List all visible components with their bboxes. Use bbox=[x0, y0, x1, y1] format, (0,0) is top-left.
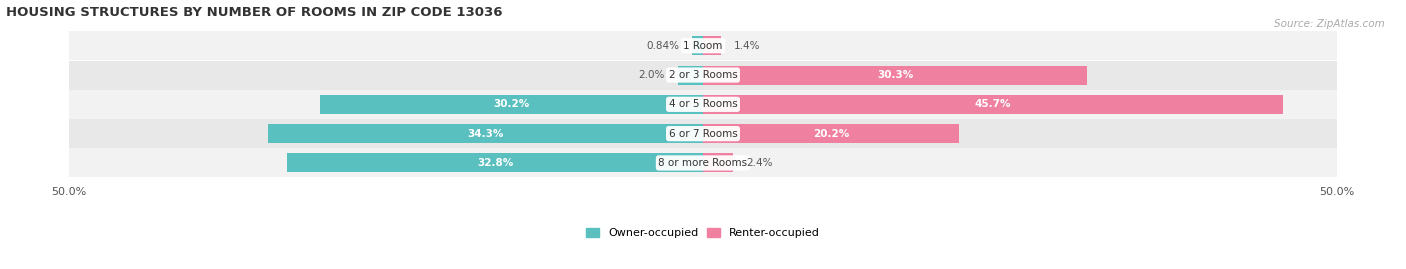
Legend: Owner-occupied, Renter-occupied: Owner-occupied, Renter-occupied bbox=[582, 225, 824, 242]
Bar bbox=[69, 148, 1337, 178]
Bar bbox=[678, 65, 703, 84]
Bar bbox=[703, 124, 959, 143]
Text: Source: ZipAtlas.com: Source: ZipAtlas.com bbox=[1274, 19, 1385, 29]
Text: 30.3%: 30.3% bbox=[877, 70, 914, 80]
Text: 8 or more Rooms: 8 or more Rooms bbox=[658, 158, 748, 168]
Text: 34.3%: 34.3% bbox=[467, 129, 503, 139]
Text: 1.4%: 1.4% bbox=[734, 41, 759, 51]
Bar bbox=[692, 36, 703, 55]
Text: 0.84%: 0.84% bbox=[647, 41, 679, 51]
Text: 2.0%: 2.0% bbox=[638, 70, 665, 80]
Text: 1 Room: 1 Room bbox=[683, 41, 723, 51]
Bar bbox=[287, 153, 703, 172]
Bar bbox=[69, 119, 1337, 148]
Bar bbox=[703, 65, 1087, 84]
Text: 4 or 5 Rooms: 4 or 5 Rooms bbox=[669, 99, 737, 109]
Text: 2.4%: 2.4% bbox=[747, 158, 773, 168]
Text: 2 or 3 Rooms: 2 or 3 Rooms bbox=[669, 70, 737, 80]
Bar bbox=[321, 95, 703, 114]
Text: 45.7%: 45.7% bbox=[974, 99, 1011, 109]
Text: 6 or 7 Rooms: 6 or 7 Rooms bbox=[669, 129, 737, 139]
Bar bbox=[269, 124, 703, 143]
Text: 30.2%: 30.2% bbox=[494, 99, 530, 109]
Bar bbox=[703, 36, 721, 55]
Text: 32.8%: 32.8% bbox=[477, 158, 513, 168]
Bar bbox=[69, 61, 1337, 90]
Bar bbox=[703, 153, 734, 172]
Text: HOUSING STRUCTURES BY NUMBER OF ROOMS IN ZIP CODE 13036: HOUSING STRUCTURES BY NUMBER OF ROOMS IN… bbox=[6, 6, 502, 19]
Bar bbox=[703, 95, 1282, 114]
Bar bbox=[69, 31, 1337, 60]
Text: 20.2%: 20.2% bbox=[813, 129, 849, 139]
Bar bbox=[69, 90, 1337, 119]
